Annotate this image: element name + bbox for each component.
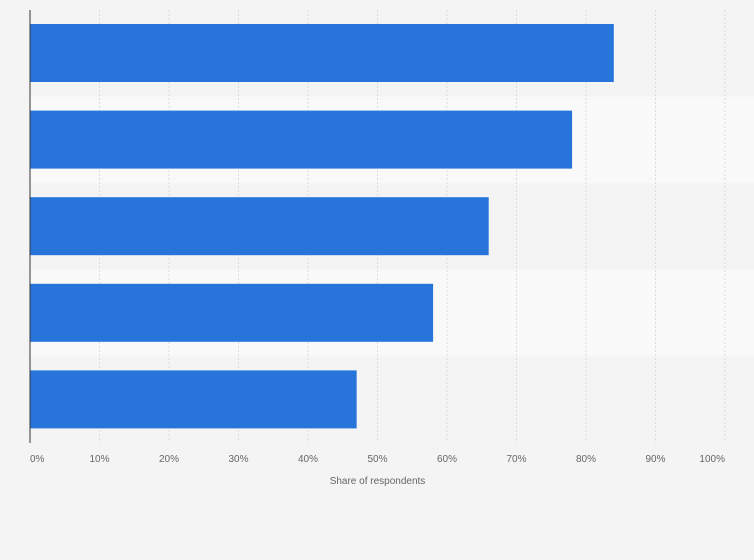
x-tick-label: 0% (30, 454, 45, 465)
x-tick-label: 70% (506, 454, 526, 465)
bars (30, 24, 614, 429)
bar (30, 370, 357, 429)
bar (30, 110, 573, 169)
x-axis-title: Share of respondents (330, 476, 426, 487)
x-tick-label: 60% (437, 454, 457, 465)
bar (30, 197, 489, 256)
bar (30, 283, 434, 342)
x-tick-label: 50% (367, 454, 387, 465)
x-axis-tick-labels: 0% 10% 20% 30% 40% 50% 60% 70% 80% 90% 100% (30, 454, 725, 465)
x-tick-label: 30% (228, 454, 248, 465)
x-tick-label: 80% (576, 454, 596, 465)
bar (30, 24, 614, 82)
x-tick-label: 40% (298, 454, 318, 465)
x-tick-label: 10% (89, 454, 109, 465)
x-tick-label: 90% (645, 454, 665, 465)
x-tick-label: 100% (699, 454, 725, 465)
x-tick-label: 20% (159, 454, 179, 465)
